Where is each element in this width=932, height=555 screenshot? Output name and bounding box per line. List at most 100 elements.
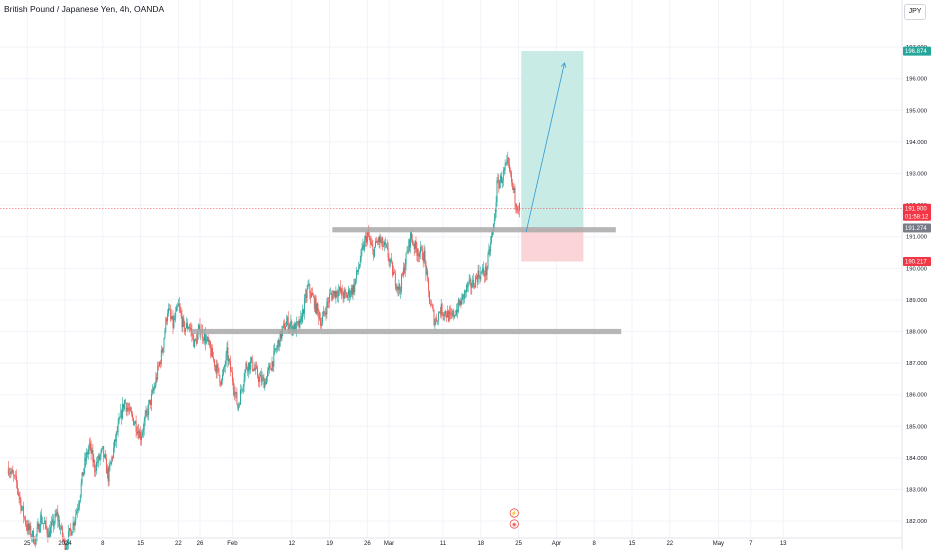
candle-body [426,271,428,275]
candle-body [133,423,135,425]
candle-body [173,319,175,328]
candle-body [54,513,56,523]
candle-body [89,443,91,444]
candle-body [340,288,342,293]
candle-body [367,232,369,233]
candle-body [83,468,85,476]
candle-body [514,187,516,204]
candle-body [107,468,109,482]
candle-body [472,279,474,288]
candle-body [275,348,277,350]
candle-body [150,399,151,406]
candle-body [475,276,477,278]
candle-body [425,261,427,275]
currency-button[interactable]: JPY [904,4,926,20]
candle-body [252,369,254,371]
candle-body [143,420,145,430]
candle-body [337,295,339,297]
candle-body [161,349,163,353]
candle-body [395,285,397,289]
candle-body [163,338,165,349]
x-tick-label: 2024 [58,541,72,547]
candle-body [430,304,432,306]
candle-body [317,303,319,311]
candle-body [384,242,386,245]
candle-body [114,439,115,448]
x-tick-label: 15 [137,541,144,547]
candle-body [23,506,25,517]
candle-body [434,323,436,325]
candle-body [465,285,467,293]
x-tick-label: Apr [552,541,561,547]
candle-body [355,278,357,283]
x-tick-label: 22 [175,541,182,547]
candle-body [427,271,429,279]
candle-body [342,295,344,299]
dividend-icon-glyph: ⚡ [511,510,518,517]
candle-body [31,536,33,538]
candle-body [305,294,307,298]
candle-body [429,303,431,306]
candle-body [21,508,23,511]
candle-body [244,370,246,380]
projection-arrow[interactable] [525,62,565,233]
candle-body [378,236,380,242]
candle-body [488,249,490,254]
candle-body [86,452,88,461]
candle-body [460,300,462,305]
candle-body [159,362,160,366]
candle-body [303,298,305,314]
candle-body [348,289,350,298]
candle-body [495,202,497,213]
candle-body [267,367,269,372]
candle-body [285,326,286,331]
target-zone[interactable] [521,51,584,229]
candle-body [257,367,259,377]
candle-body [235,392,237,394]
candle-body [87,452,88,455]
price-axis[interactable] [902,0,932,550]
dividend-icon[interactable] [509,508,519,518]
candle-body [412,243,414,246]
candle-body [489,249,491,252]
candle-body [421,248,423,260]
candle-body [482,268,484,272]
x-tick-label: 13 [780,541,787,547]
candle-body [128,409,130,411]
candle-body [7,467,9,475]
candle-body [73,522,75,526]
candle-body [233,389,235,395]
support-zone[interactable] [191,328,622,335]
candle-body [308,284,310,286]
candle-body [198,324,200,330]
candle-body [413,245,415,250]
stop-zone[interactable] [521,228,584,262]
candle-body [207,337,209,342]
candle-body [186,323,187,329]
candle-body [169,309,171,316]
candle-body [104,454,106,458]
candle-body [478,270,480,277]
earnings-icon[interactable] [509,519,519,529]
candle-body [213,357,214,360]
candle-body [265,381,267,385]
candle-body [339,287,340,291]
candle-body [391,259,393,263]
candle-body [390,259,392,261]
resistance-zone[interactable] [332,227,616,233]
candle-body [27,524,29,531]
candle-body [165,318,167,332]
candle-body [312,295,314,297]
candle-body [196,334,198,344]
candle-body [494,212,496,220]
candle-body [123,403,124,409]
candle-body [262,377,264,379]
candle-body [186,323,188,329]
candle-body [471,287,473,288]
candle-body [126,407,128,412]
candle-body [283,323,285,326]
candle-body [370,241,372,244]
candle-body [439,312,441,314]
